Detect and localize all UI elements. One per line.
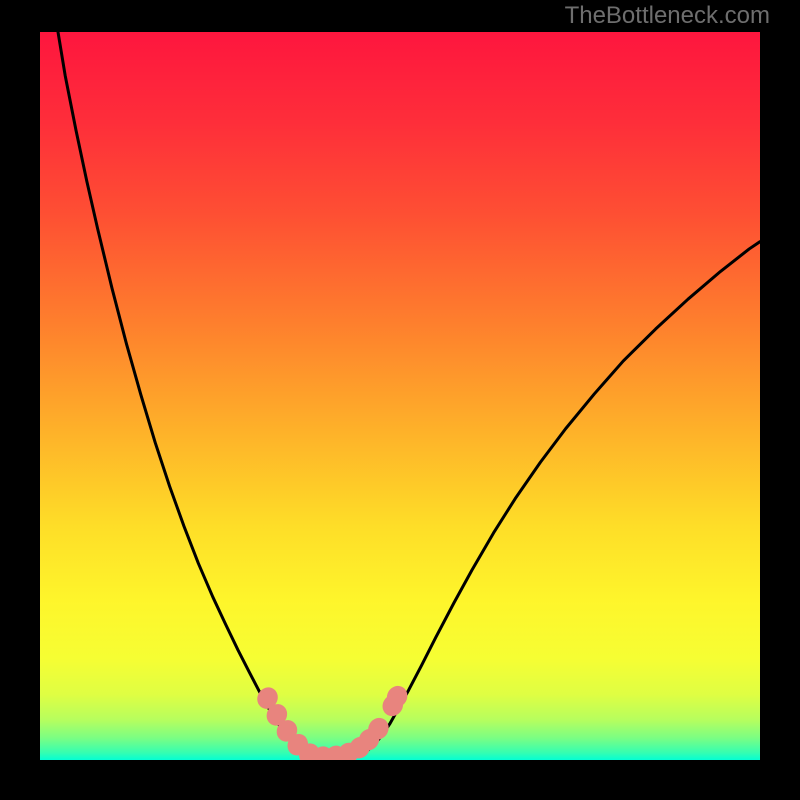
- watermark-text: TheBottleneck.com: [565, 2, 770, 30]
- plot-background: [40, 32, 760, 760]
- bottleneck-chart: [0, 0, 800, 800]
